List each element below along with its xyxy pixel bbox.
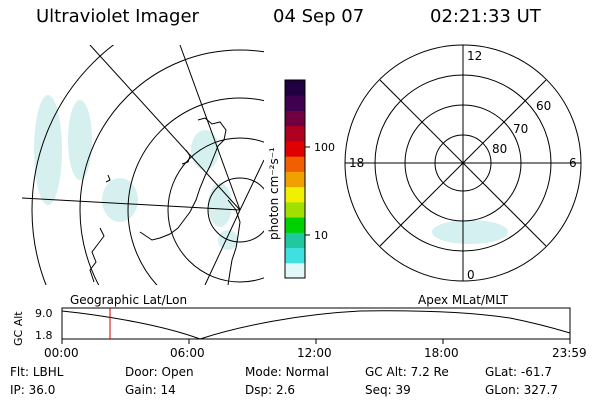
mlt-label-0: 0 [467, 268, 475, 282]
alt-xtick-0600: 06:00 [170, 346, 205, 360]
alt-ytick-high: 9.0 [35, 307, 53, 320]
aurora-emission-left [34, 95, 238, 250]
mlat-label-70: 70 [513, 122, 528, 136]
observation-date: 04 Sep 07 [273, 6, 365, 27]
info-dsp: Dsp: 2.6 [245, 383, 296, 397]
polar-grid [344, 44, 582, 282]
alt-xtick-1800: 18:00 [424, 346, 459, 360]
altitude-curve [61, 310, 571, 340]
colorbar-band [285, 140, 305, 157]
colorbar-band [285, 217, 305, 233]
mlat-label-80: 80 [492, 142, 507, 156]
colorbar-band [285, 201, 305, 218]
info-mode: Mode: Normal [245, 365, 329, 379]
alt-xtick-2359: 23:59 [552, 346, 587, 360]
coastline [89, 117, 241, 285]
info-door: Door: Open [125, 365, 194, 379]
colorbar-band [285, 80, 305, 96]
colorbar-tick-100: 100 [314, 141, 335, 154]
left-map-label: Geographic Lat/Lon [70, 293, 187, 307]
colorbar-band [285, 186, 305, 203]
info-glat: GLat: -61.7 [485, 365, 552, 379]
mlt-label-6: 6 [569, 156, 577, 170]
colorbar-band [285, 232, 305, 249]
info-glon: GLon: 327.7 [485, 383, 558, 397]
colorbar-band [285, 125, 305, 142]
mlat-label-60: 60 [536, 99, 551, 113]
colorbar-band [285, 110, 305, 127]
instrument-title: Ultraviolet Imager [36, 6, 199, 27]
info-ip: IP: 36.0 [10, 383, 56, 397]
colorbar-band [285, 171, 305, 188]
info-flt: Flt: LBHL [10, 365, 64, 379]
right-map-label: Apex MLat/MLT [418, 293, 508, 307]
aurora-emission-right [432, 220, 508, 244]
polar-plot: 12 18 6 0 60 70 80 [344, 44, 582, 282]
meridian-lines [22, 45, 264, 285]
alt-ytick-low: 1.8 [35, 329, 53, 342]
latitude-circles [31, 45, 264, 285]
mlt-label-18: 18 [349, 156, 364, 170]
mlt-label-12: 12 [467, 49, 482, 63]
colorbar-band [285, 95, 305, 111]
colorbar-band [285, 262, 305, 279]
alt-xtick-0000: 00:00 [44, 346, 79, 360]
colorbar-tick-10: 10 [314, 229, 328, 242]
altitude-plot: 9.0 1.8 GC Alt 00:00 06:00 12:00 18:00 2… [12, 307, 587, 360]
colorbar: 100 10 photon cm⁻²s⁻¹ [267, 79, 335, 279]
info-gc-alt: GC Alt: 7.2 Re [365, 365, 449, 379]
info-gain: Gain: 14 [125, 383, 176, 397]
alt-ylabel: GC Alt [12, 311, 25, 346]
geographic-map [22, 45, 264, 285]
observation-time: 02:21:33 UT [430, 6, 541, 27]
colorbar-band [285, 247, 305, 264]
info-seq: Seq: 39 [365, 383, 411, 397]
colorbar-unit-label: photon cm⁻²s⁻¹ [267, 147, 281, 240]
colorbar-band [285, 156, 305, 172]
alt-xtick-1200: 12:00 [297, 346, 332, 360]
